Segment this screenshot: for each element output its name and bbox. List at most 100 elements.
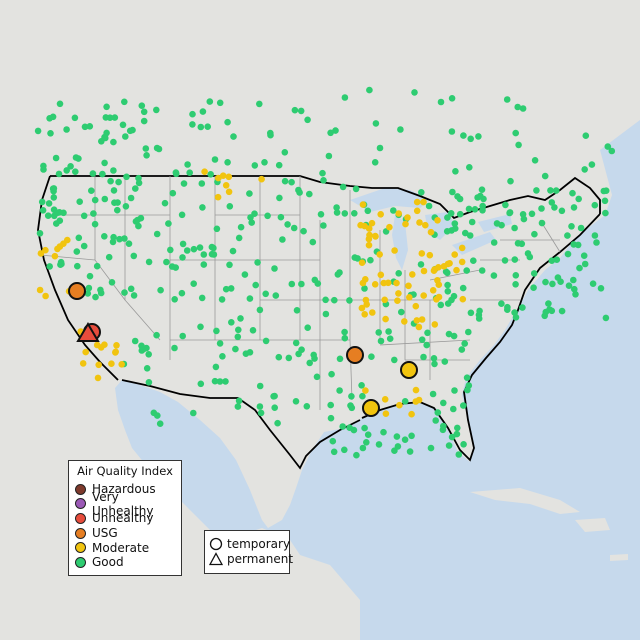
monitor-point [448,433,456,441]
monitor-point [300,227,307,235]
monitor-point [190,245,198,253]
monitor-point [131,337,139,345]
monitor-point [63,126,70,133]
monitor-point [467,309,475,317]
monitor-point [545,300,552,307]
monitor-point [84,290,92,297]
monitor-point [514,103,521,111]
monitor-point [293,307,301,314]
monitor-point [180,180,188,187]
legend-label-hazardous: Hazardous [92,482,156,497]
monitor-point [198,180,206,187]
legend-label-good: Good [92,555,124,570]
monitor-point [101,195,109,203]
monitor-point [418,250,426,257]
good-swatch [75,556,86,568]
monitor-point [317,211,325,218]
monitor-point [154,412,161,419]
monitor-point [601,197,609,205]
monitor-point [408,432,415,440]
monitor-point [468,218,476,226]
legend-row-moderate: Moderate [69,540,181,555]
monitor-point [548,257,556,265]
monitor-point [298,280,305,288]
monitor-point [424,329,431,337]
monitor-point [230,133,237,140]
monitor-point [292,398,300,405]
monitor-point [511,224,518,232]
monitor-point [190,409,197,417]
monitor-point [34,127,42,135]
monitor-point [448,95,456,102]
monitor-point [105,253,113,261]
monitor-point [503,96,511,103]
monitor-point [552,187,560,194]
monitor-point [386,335,394,343]
monitor-point [591,232,599,239]
monitor-point [226,203,234,210]
monitor-point [391,356,398,364]
monitor-points [34,86,616,459]
monitor-point [56,100,64,108]
monitor-point [288,280,296,288]
monitor-point [52,154,60,162]
monitor-point [531,157,539,164]
monitor-point [455,451,463,458]
monitor-point [196,244,204,251]
us-border [50,175,601,470]
monitor-point [582,132,590,139]
monitor-point [444,300,452,307]
monitor-point [303,403,311,410]
monitor-point [256,382,264,390]
monitor-point [258,175,265,183]
monitor-point [112,348,119,356]
monitor-point [593,239,600,246]
monitor-point [224,159,231,166]
monitor-point [415,323,423,331]
monitor-point [272,292,280,299]
monitor-point [213,327,220,335]
monitor-point [365,235,373,243]
monitor-point [40,166,47,173]
monitor-point [541,172,549,180]
monitor-point [108,279,116,286]
monitor-point [197,323,204,331]
monitor-point [200,251,208,258]
monitor-point [274,419,281,427]
monitor-point [395,210,403,217]
monitor-point [538,205,545,212]
monitor-point [270,393,277,400]
monitor-point [448,128,456,135]
monitor-point [119,121,127,129]
major-monitor-circle [400,361,418,379]
monitor-point [271,404,279,412]
monitor-point [295,350,302,358]
monitor-point [333,209,341,216]
monitor-point [461,340,469,347]
monitor-point [493,220,501,227]
monitor-point [423,341,431,349]
monitor-point [463,267,471,274]
monitor-point [460,441,467,448]
monitor-point [429,287,437,294]
monitor-point [39,207,47,214]
monitor-point [211,156,219,163]
monitor-point [320,222,327,229]
monitor-point [444,281,451,289]
monitor-point [450,405,457,413]
monitor-point [277,213,285,221]
monitor-point [172,264,179,271]
monitor-point [156,420,164,428]
monitor-point [247,214,254,221]
monitor-point [353,451,360,459]
monitor-point [92,293,99,301]
monitor-point [558,307,566,315]
monitor-point [135,174,142,182]
monitor-point [460,132,467,139]
monitor-point [313,373,321,381]
monitor-point [91,220,99,228]
monitor-point [531,230,538,238]
monitor-point [262,290,270,298]
monitor-point [385,328,392,335]
monitor-point [393,279,400,287]
